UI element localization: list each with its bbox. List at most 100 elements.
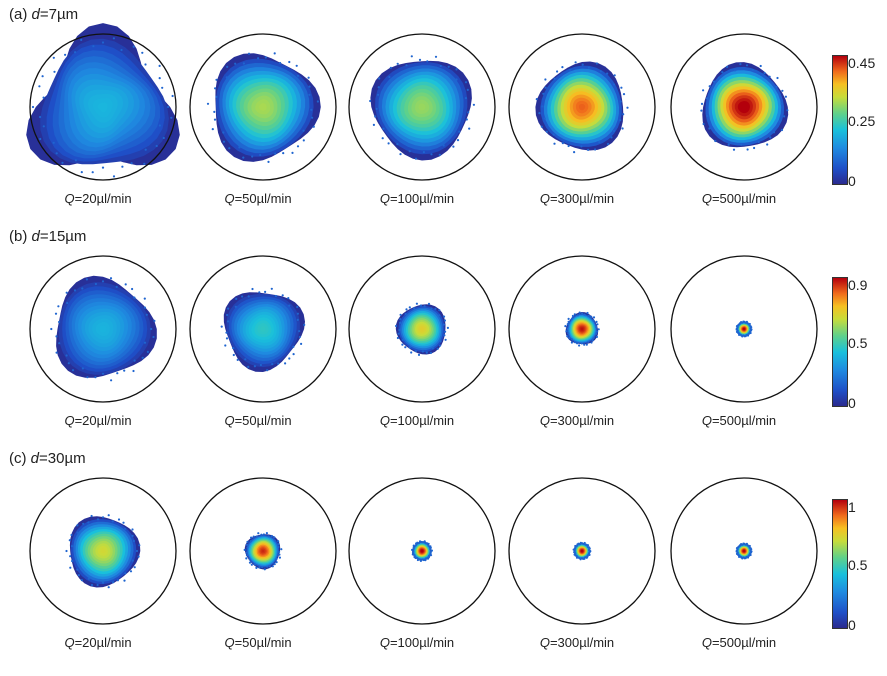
edge-speckle [249,540,252,543]
edge-speckle [702,122,705,126]
edge-speckle [263,568,266,571]
edge-speckle [776,76,779,80]
edge-speckle [422,151,425,154]
edge-speckle [595,335,598,338]
edge-speckle [421,541,425,544]
edge-speckle [277,540,280,543]
edge-speckle [620,86,623,89]
edge-speckle [302,139,305,142]
edge-speckle [258,291,261,294]
distribution-disk [670,477,818,625]
edge-speckle [31,105,35,109]
edge-speckle [143,306,146,309]
edge-speckle [111,520,114,523]
edge-speckle [227,320,230,323]
edge-speckle [288,357,291,360]
density-ring [580,327,584,331]
edge-speckle [780,128,784,132]
edge-speckle [396,62,399,65]
colorbar-tick: 0 [848,617,856,633]
edge-speckle [599,70,602,73]
edge-speckle [65,354,68,357]
edge-speckle [434,307,437,310]
edge-speckle [571,314,574,318]
flow-rate-value: =500µl/min [711,413,777,428]
edge-speckle [155,144,158,148]
edge-speckle [225,337,229,340]
edge-speckle [759,64,762,68]
panel-variable: d [30,450,40,467]
edge-speckle [112,175,116,178]
panel-prefix: (c) [9,450,31,467]
edge-speckle [116,372,119,375]
distribution-disk [348,33,496,181]
edge-speckle [700,102,704,105]
edge-speckle [395,324,398,328]
edge-speckle [112,37,115,40]
edge-speckle [85,278,88,281]
flow-rate-value: =20µl/min [74,635,132,650]
edge-speckle [52,141,55,144]
density-ring [260,326,266,332]
edge-speckle [80,579,83,582]
edge-speckle [133,566,136,569]
edge-speckle [302,129,305,132]
edge-speckle [377,86,380,89]
channel-outline [29,33,177,181]
edge-speckle [206,102,210,105]
edge-speckle [264,56,267,59]
edge-speckle [404,312,407,316]
edge-speckle [145,313,148,316]
flow-rate-label: Q=500µl/min [659,413,819,428]
edge-speckle [141,51,144,54]
edge-speckle [414,157,418,160]
edge-speckle [416,541,419,544]
edge-speckle [131,559,134,562]
edge-speckle [610,136,613,139]
edge-speckle [567,320,570,323]
edge-speckle [595,62,598,65]
edge-speckle [264,290,267,293]
distribution-cell: Q=20µl/min [18,254,178,454]
edge-speckle [401,338,404,341]
edge-speckle [96,583,99,587]
edge-speckle [57,305,60,308]
edge-speckle [401,343,404,346]
edge-speckle [107,586,110,589]
edge-speckle [277,362,280,365]
edge-speckle [431,347,434,350]
edge-speckle [292,353,295,356]
edge-speckle [455,68,458,71]
edge-speckle [581,63,584,66]
edge-speckle [213,118,217,121]
edge-speckle [566,335,569,338]
edge-speckle [427,544,430,547]
edge-speckle [86,376,89,379]
edge-speckle [94,376,97,379]
edge-speckle [109,277,113,280]
edge-speckle [737,323,740,326]
edge-speckle [786,109,789,112]
edge-speckle [234,305,237,308]
distribution-cell: Q=500µl/min [659,476,819,676]
edge-speckle [399,321,402,324]
distribution-disk [508,477,656,625]
distribution-disk [670,33,818,181]
edge-speckle [408,306,411,309]
edge-speckle [592,319,595,322]
edge-speckle [442,323,445,326]
panel-2: (c) d=30µm Q=20µl/min Q=50µl/min Q=100µl/mi… [0,444,887,666]
density-ring [421,550,423,552]
flow-rate-value: =300µl/min [549,191,615,206]
edge-speckle [74,51,77,54]
edge-speckle [267,160,270,163]
flow-rate-value: =100µl/min [389,191,455,206]
panel-title: (c) d=30µm [9,450,86,467]
edge-speckle [575,556,579,559]
colorbar-tick: 0.5 [848,557,868,573]
edge-speckle [122,521,125,524]
edge-speckle [259,153,262,157]
flow-rate-label: Q=500µl/min [659,635,819,650]
edge-speckle [598,140,601,144]
density-ring [420,327,424,331]
